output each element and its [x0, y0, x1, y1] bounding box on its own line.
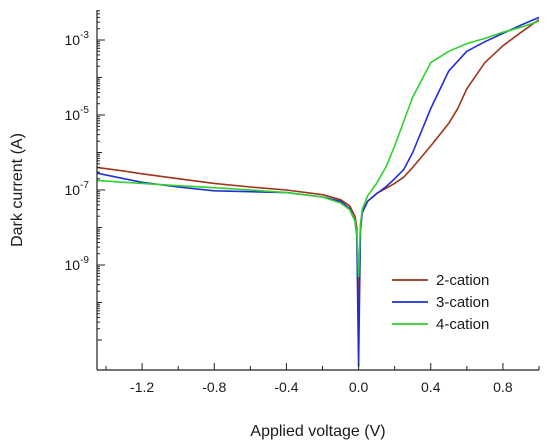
- y-tick-label: 10-9: [65, 255, 90, 273]
- x-tick-label: 0.8: [493, 379, 513, 395]
- series-line-3-cation: [97, 16, 539, 368]
- y-tick-label: 10-3: [65, 30, 90, 48]
- y-ticks: 10-3 10-5 10-7 10-9: [65, 10, 105, 341]
- y-axis-title: Dark current (A): [9, 133, 26, 247]
- y-tick-label: 10-7: [65, 180, 90, 198]
- x-tick-label: 0.4: [421, 379, 441, 395]
- legend-label: 3-cation: [436, 294, 489, 311]
- y-tick-label: 10-5: [65, 105, 90, 123]
- x-tick-label: -1.2: [130, 379, 154, 395]
- legend-label: 2-cation: [436, 272, 489, 289]
- x-tick-label: 0.0: [349, 379, 369, 395]
- series-layer: [97, 16, 539, 368]
- x-tick-label: -0.8: [202, 379, 226, 395]
- x-tick-label: -0.4: [274, 379, 298, 395]
- legend-label: 4-cation: [436, 316, 489, 333]
- x-ticks: -1.2 -0.8 -0.4 0.0 0.4 0.8: [105, 363, 540, 395]
- legend: 2-cation 3-cation 4-cation: [392, 272, 489, 333]
- x-axis-title: Applied voltage (V): [250, 423, 385, 440]
- series-line-4-cation: [97, 20, 539, 278]
